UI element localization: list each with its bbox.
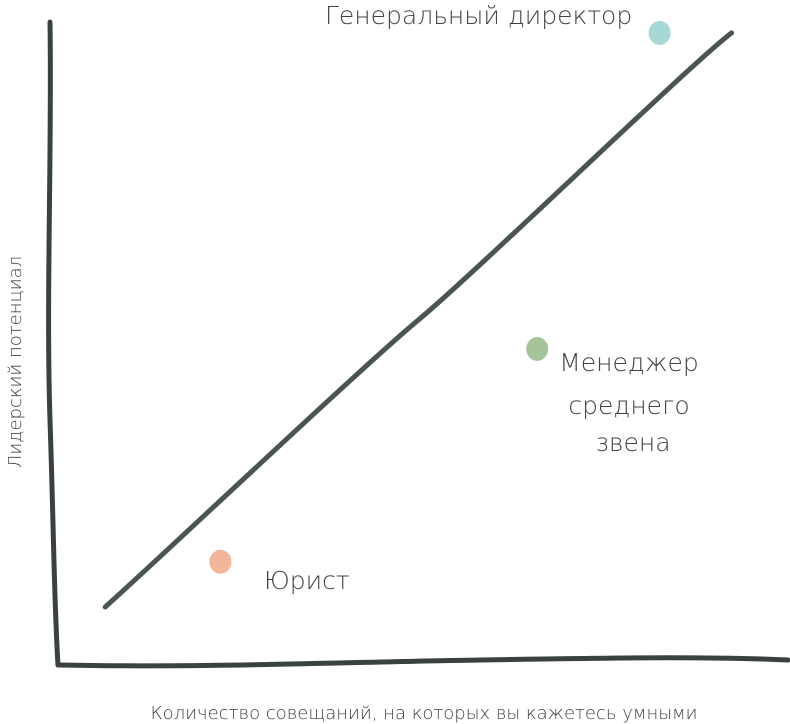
manager-label-line-1: Менеджер — [559, 348, 699, 377]
point-label-ceo: Генеральный директор — [325, 1, 632, 30]
point-label-manager: Менеджер среднего звена — [559, 348, 707, 457]
y-axis — [46, 19, 61, 668]
x-axis — [55, 655, 790, 669]
manager-label-line-2: среднего — [568, 391, 689, 420]
y-axis-label: Лидерский потенциал — [5, 256, 26, 468]
point-lawyer — [209, 549, 232, 574]
point-ceo — [648, 20, 671, 45]
point-manager — [526, 336, 549, 361]
x-axis-label: Количество совещаний, на которых вы каже… — [151, 703, 698, 724]
trend-line — [102, 30, 735, 610]
manager-label-line-3: звена — [595, 428, 670, 457]
point-label-lawyer: Юрист — [264, 566, 350, 595]
